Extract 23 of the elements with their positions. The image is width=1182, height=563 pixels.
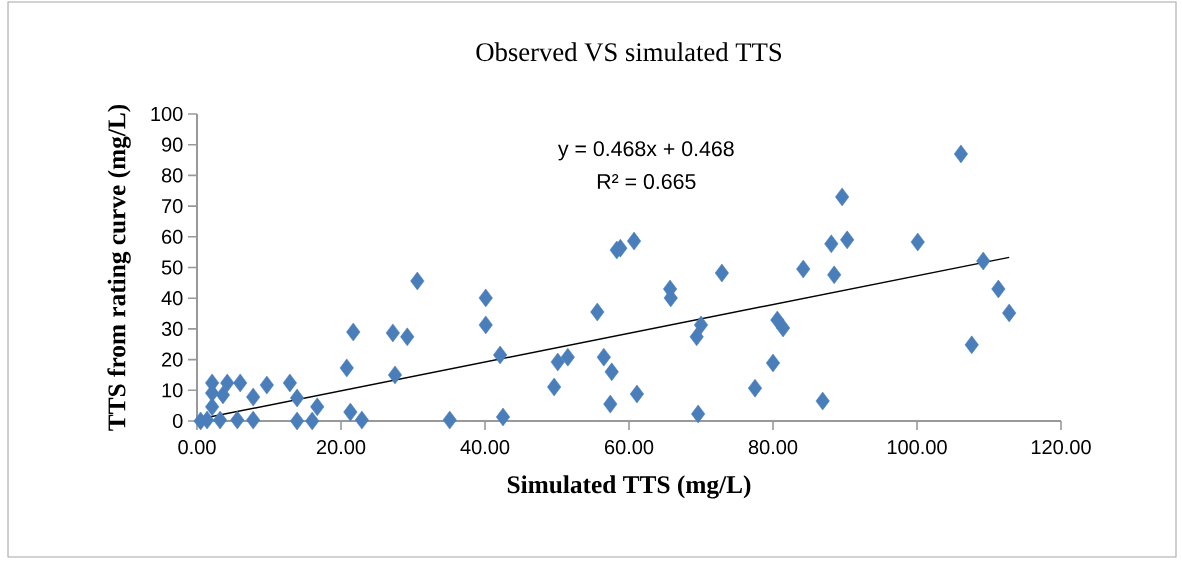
y-tick-label: 90 [162,137,183,152]
y-tick-label: 10 [162,383,183,398]
chart-title: Observed VS simulated TTS [476,42,782,62]
y-tick-label: 40 [161,291,183,306]
y-tick-label: 50 [161,260,183,275]
annotation: R² = 0.665 [597,173,696,190]
y-tick-label: 80 [161,168,183,183]
x-axis-title: Simulated TTS (mg/L) [507,475,751,499]
y-tick-label: 0 [172,413,183,429]
annotation: y = 0.468x + 0.468 [557,141,734,161]
y-tick-label: 20 [162,352,183,367]
y-tick-label: 100 [151,106,183,122]
x-tick-label: 100.00 [887,440,947,455]
y-tick-label: 60 [162,229,183,244]
x-tick-label: 80.00 [748,440,798,455]
x-tick-label: 120.00 [1031,440,1091,455]
y-axis-title: TTS from rating curve (mg/L) [107,104,131,431]
y-tick-label: 30 [161,321,183,336]
x-tick-label: 60.00 [605,440,654,455]
x-tick-label: 0.00 [178,440,216,455]
x-tick-label: 40.00 [460,440,510,455]
y-tick-label: 70 [162,199,183,214]
x-tick-label: 20.00 [316,440,366,455]
